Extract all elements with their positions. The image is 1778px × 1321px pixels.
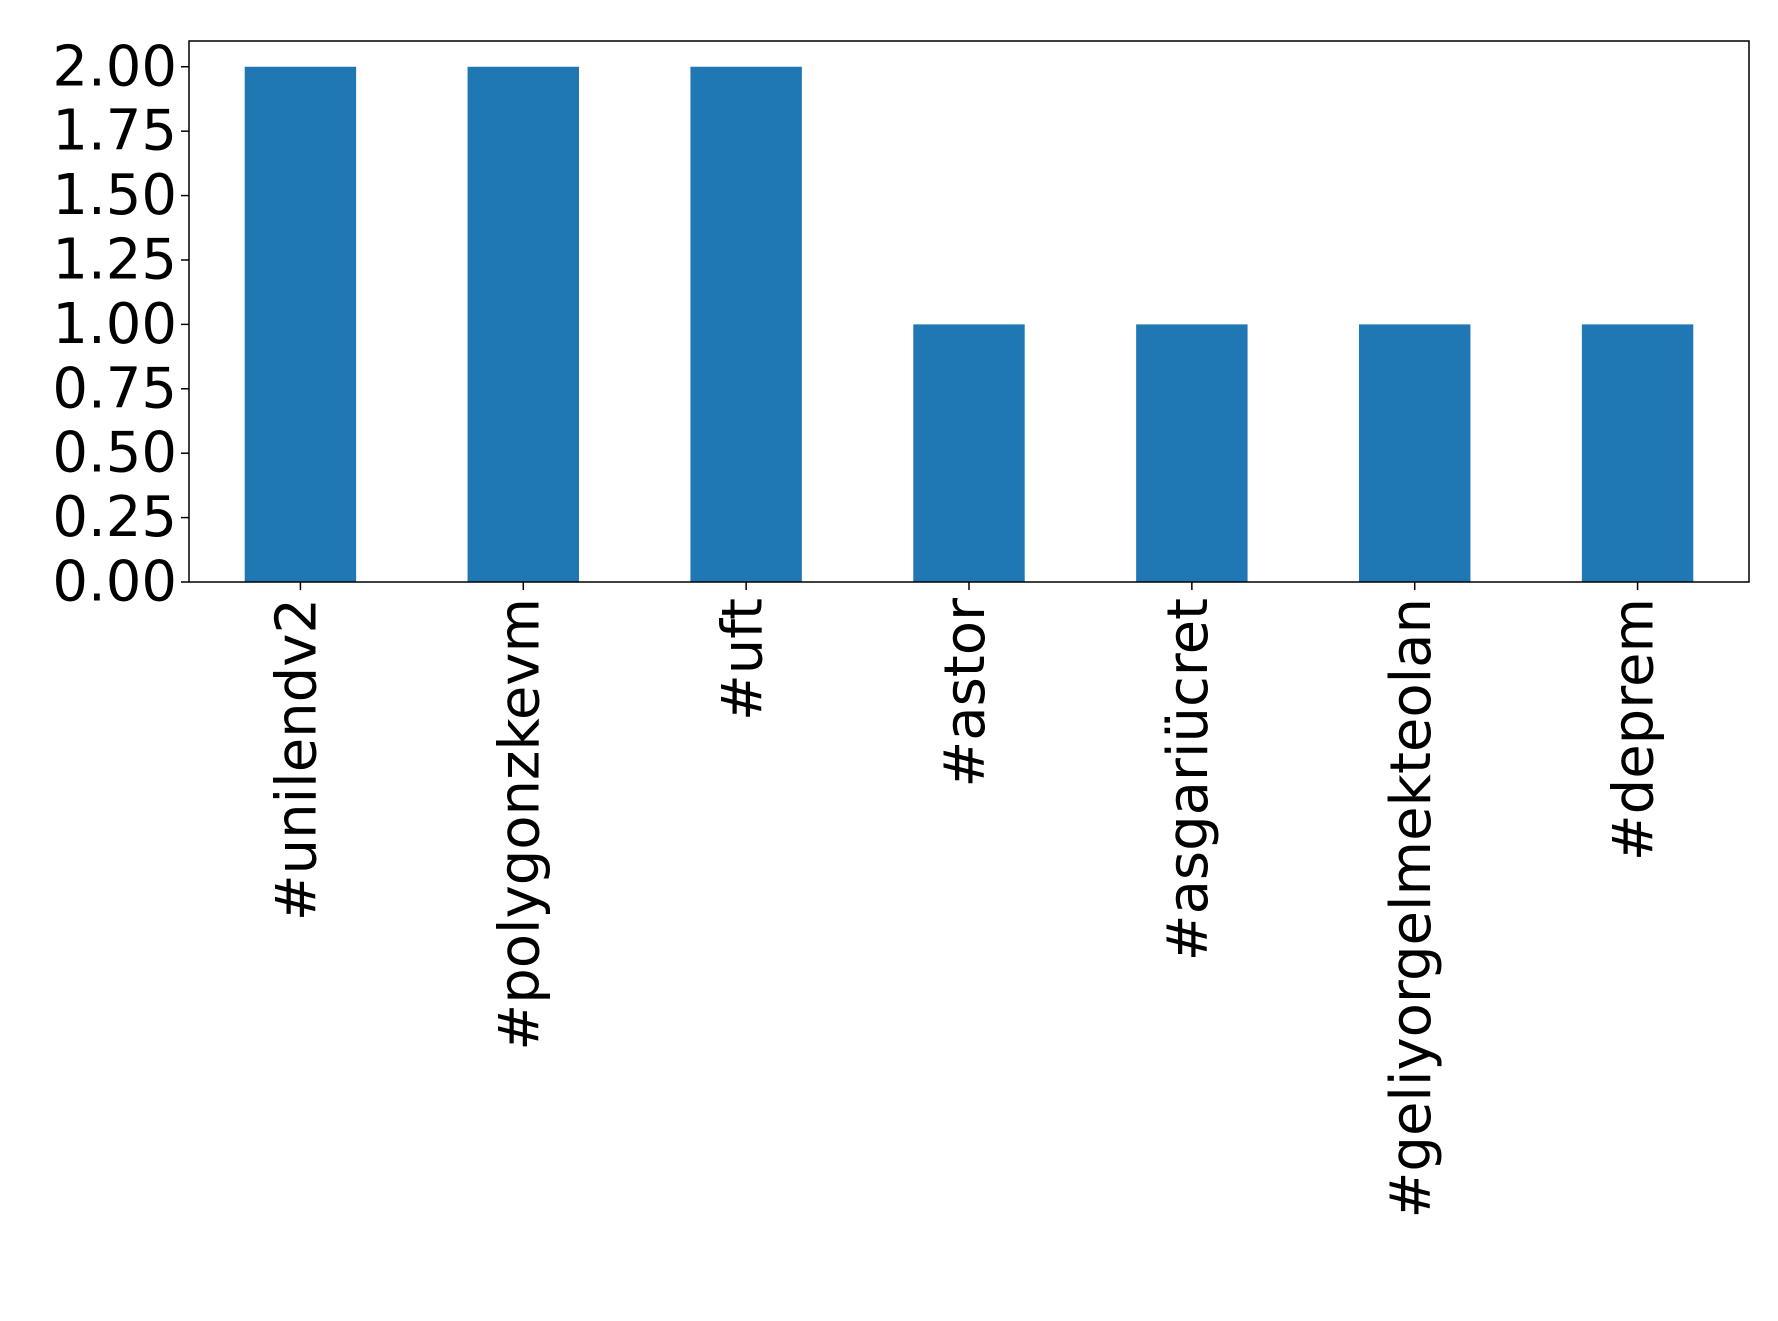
bar — [690, 66, 802, 582]
y-tick-label: 1.50 — [52, 163, 177, 228]
plot-frame — [188, 40, 1750, 583]
y-tick-label: 0.00 — [52, 550, 177, 615]
y-tick-label: 1.25 — [52, 227, 177, 292]
x-tick-label: #geliyorgelmekteolan — [1379, 598, 1444, 1219]
x-tick-label: #deprem — [1602, 598, 1667, 861]
bar — [467, 66, 579, 582]
bar — [1136, 324, 1248, 582]
x-tick-label: #astor — [933, 597, 998, 788]
y-tick-label: 0.50 — [52, 421, 177, 486]
y-tick-label: 1.00 — [52, 292, 177, 357]
bar — [913, 324, 1025, 582]
y-tick-label: 2.00 — [52, 34, 177, 99]
bar — [244, 66, 357, 582]
y-tick-label: 0.75 — [52, 356, 177, 421]
x-tick-label: #polygonzkevm — [487, 598, 552, 1051]
bar — [1359, 324, 1471, 582]
x-tick-label: #uft — [710, 598, 775, 721]
y-tick-label: 0.25 — [52, 485, 177, 550]
bar — [1581, 324, 1694, 582]
x-tick-label: #unilendv2 — [265, 598, 330, 921]
y-tick-label: 1.75 — [52, 99, 177, 164]
x-tick-label: #asgariücret — [1156, 598, 1221, 961]
